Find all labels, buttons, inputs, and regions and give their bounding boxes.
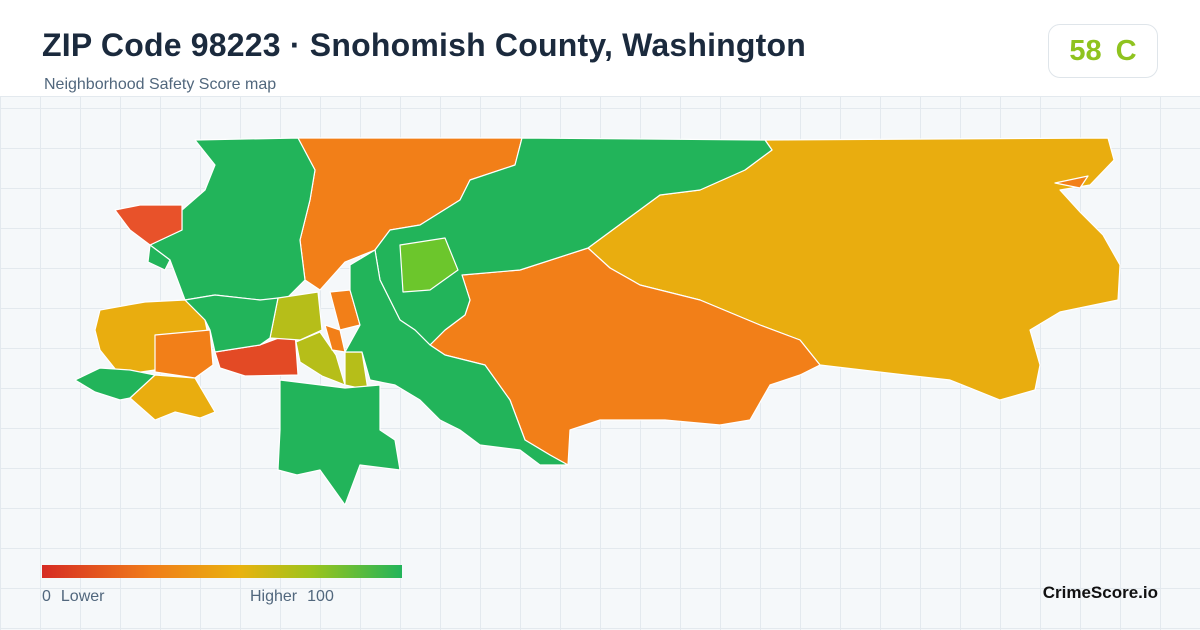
legend-gradient-bar [42, 565, 402, 578]
region-light-green[interactable] [399, 237, 459, 293]
region-west-central-green[interactable] [184, 294, 279, 353]
brand-logo-text[interactable]: CrimeScore.io [1042, 583, 1158, 602]
header: ZIP Code 98223 · Snohomish County, Washi… [0, 0, 1200, 97]
region-west-green[interactable] [74, 367, 156, 401]
score-grade: C [1115, 34, 1137, 67]
legend-high: Higher 100 [250, 588, 334, 606]
region-south-central[interactable] [277, 379, 401, 506]
safety-score-badge: 58 C [1048, 24, 1158, 78]
legend-high-label: Higher [250, 588, 298, 605]
page-title: ZIP Code 98223 · Snohomish County, Washi… [42, 27, 807, 63]
score-value: 58 [1069, 34, 1102, 67]
region-central-green1[interactable] [344, 249, 569, 466]
legend-low: 0 Lower [42, 588, 104, 606]
region-west-orange[interactable] [114, 204, 183, 246]
legend-low-value: 0 [42, 588, 51, 605]
legend-high-value: 100 [307, 588, 334, 605]
legend-low-label: Lower [60, 588, 105, 605]
region-orange-wc[interactable] [154, 329, 214, 379]
region-east-notch[interactable] [1054, 175, 1089, 189]
region-north-green[interactable] [374, 137, 773, 346]
page-subtitle: Neighborhood Safety Score map [44, 76, 277, 93]
region-sw-green-small[interactable] [147, 244, 171, 271]
region-southwest-amber[interactable] [129, 374, 216, 421]
